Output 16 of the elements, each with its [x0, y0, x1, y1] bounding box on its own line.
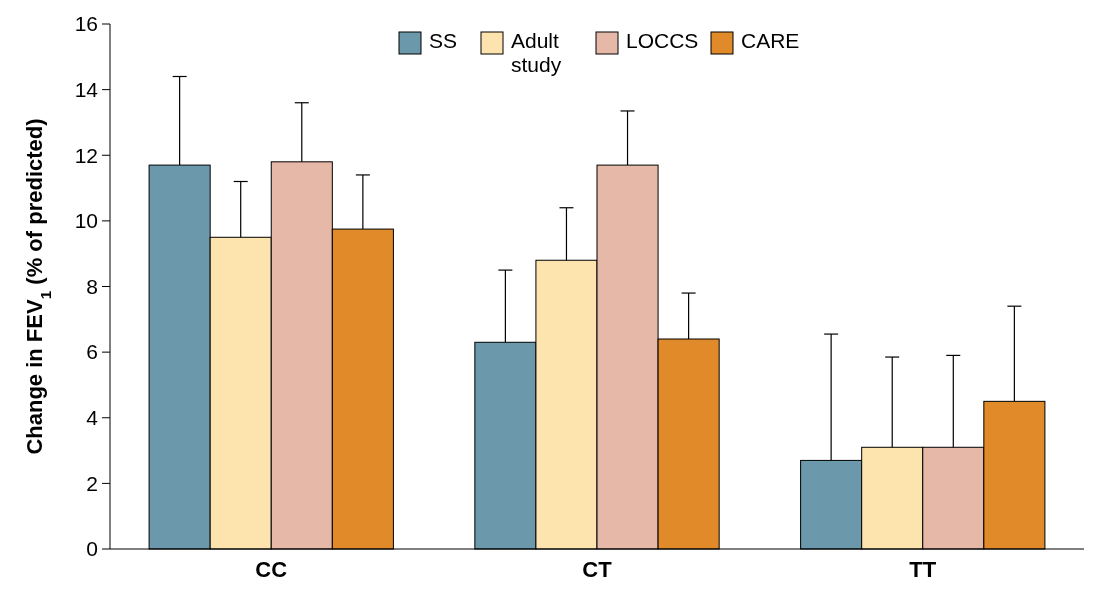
- y-tick-label: 16: [74, 12, 98, 36]
- legend-label: SS: [429, 29, 458, 52]
- y-tick-label: 14: [74, 77, 99, 101]
- y-tick-label: 12: [74, 143, 98, 167]
- x-tick-label: CC: [255, 557, 288, 582]
- y-tick-label: 10: [74, 209, 98, 233]
- y-tick-label: 6: [86, 340, 98, 364]
- y-tick-label: 0: [86, 537, 98, 561]
- legend-label: CARE: [741, 29, 800, 52]
- legend-label: Adult study: [511, 29, 562, 76]
- y-tick-label: 4: [86, 406, 99, 430]
- x-tick-label: CT: [582, 557, 613, 582]
- y-tick-label: 2: [86, 471, 98, 495]
- x-tick-label: TT: [909, 557, 937, 582]
- legend-label: LOCCS: [626, 29, 699, 52]
- y-tick-label: 8: [86, 274, 98, 298]
